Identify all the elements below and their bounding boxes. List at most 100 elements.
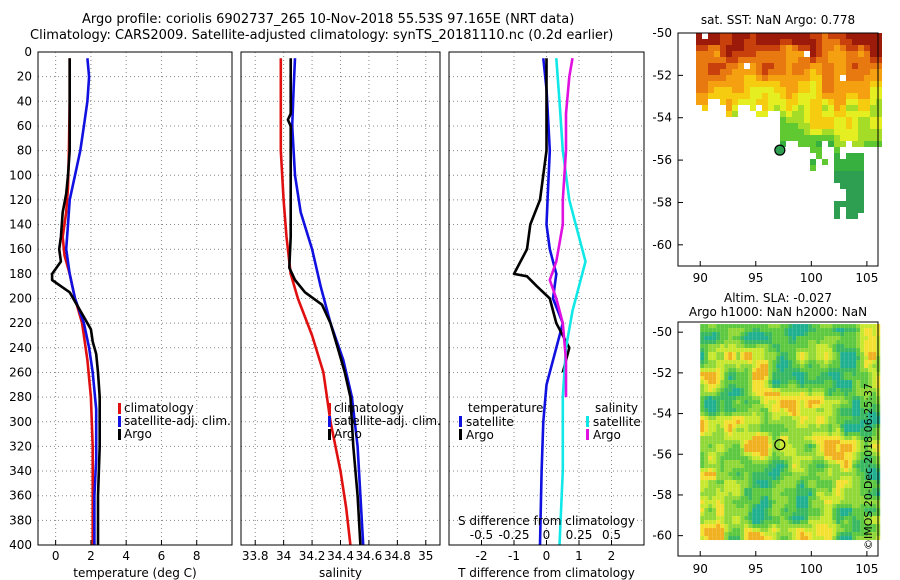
sla-cell — [788, 392, 793, 397]
sla-cell — [708, 428, 713, 433]
sla-cell — [816, 492, 821, 497]
sla-cell — [840, 508, 845, 513]
sla-cell — [700, 404, 705, 409]
sla-cell — [784, 392, 789, 397]
sla-cell — [768, 528, 773, 533]
sla-cell — [756, 492, 761, 497]
sla-cell — [756, 448, 761, 453]
sla-cell — [872, 500, 877, 505]
sla-cell — [748, 332, 753, 337]
sla-cell — [800, 424, 805, 429]
sla-cell — [708, 492, 713, 497]
sst-cell — [816, 135, 822, 141]
sla-cell — [740, 412, 745, 417]
sla-cell — [788, 532, 793, 537]
sla-cell — [736, 424, 741, 429]
sst-cell — [708, 51, 714, 57]
sst-cell — [774, 105, 780, 111]
sst-cell — [858, 129, 864, 135]
sla-cell — [740, 444, 745, 449]
sst-cell — [726, 87, 732, 93]
sla-cell — [732, 500, 737, 505]
sla-cell — [808, 408, 813, 413]
sla-cell — [744, 476, 749, 481]
sst-cell — [780, 45, 786, 51]
sst-cell — [840, 135, 846, 141]
sla-cell — [844, 332, 849, 337]
sla-cell — [780, 372, 785, 377]
sla-cell — [788, 360, 793, 365]
diff-legend-left-label-1: Argo — [466, 428, 494, 442]
sla-cell — [856, 356, 861, 361]
sst-cell — [774, 51, 780, 57]
sla-cell — [732, 400, 737, 405]
sla-cell — [764, 368, 769, 373]
sst-map-frame — [677, 32, 879, 267]
sst-cell — [816, 45, 822, 51]
sla-cell — [860, 408, 865, 413]
sla-cell — [760, 468, 765, 473]
sla-cell — [864, 332, 869, 337]
sla-cell — [736, 468, 741, 473]
sla-cell — [728, 384, 733, 389]
sla-cell — [800, 352, 805, 357]
sla-cell — [832, 536, 837, 541]
sst-cell — [870, 135, 876, 141]
sst-cell — [846, 81, 852, 87]
sla-cell — [808, 440, 813, 445]
sla-cell — [760, 428, 765, 433]
y-tick-label-16: 320 — [9, 439, 32, 453]
sst-cell — [720, 69, 726, 75]
sla-cell — [792, 340, 797, 345]
sla-cell — [736, 488, 741, 493]
sla-cell — [760, 352, 765, 357]
sla-cell — [848, 504, 853, 509]
sla-cell — [788, 500, 793, 505]
sst-cell — [834, 111, 840, 117]
sst-cell — [876, 87, 882, 93]
sla-cell — [712, 472, 717, 477]
sla-cell — [760, 432, 765, 437]
sst-cell — [804, 39, 810, 45]
sla-cell — [716, 396, 721, 401]
sla-cell — [836, 352, 841, 357]
sla-cell — [824, 356, 829, 361]
sst-cell — [792, 99, 798, 105]
sla-cell — [824, 384, 829, 389]
sla-cell — [768, 452, 773, 457]
sst-cell — [828, 93, 834, 99]
sst-cell — [840, 57, 846, 63]
sst-cell — [828, 63, 834, 69]
sla-cell — [852, 436, 857, 441]
sla-cell — [712, 468, 717, 473]
sla-cell — [768, 404, 773, 409]
sla-cell — [700, 456, 705, 461]
sst-cell — [846, 207, 852, 213]
sla-cell — [780, 380, 785, 385]
sla-cell — [844, 384, 849, 389]
sst-cell — [720, 99, 726, 105]
sst-cell — [792, 105, 798, 111]
sla-cell — [744, 448, 749, 453]
sla-cell — [740, 328, 745, 333]
sst-cell — [852, 195, 858, 201]
sst-cell — [822, 57, 828, 63]
sla-cell — [752, 332, 757, 337]
sla-cell — [764, 416, 769, 421]
sla-cell — [836, 384, 841, 389]
diff-legend-left-label-0: satellite — [466, 415, 514, 429]
sla-cell — [824, 516, 829, 521]
sla-cell — [720, 500, 725, 505]
sla-cell — [788, 460, 793, 465]
sla-cell — [744, 500, 749, 505]
sla-cell — [796, 328, 801, 333]
sla-cell — [848, 432, 853, 437]
sst-cell — [876, 99, 882, 105]
diff-legend-right-title: salinity — [595, 401, 638, 415]
sla-cell — [736, 416, 741, 421]
sla-cell — [824, 340, 829, 345]
sla-cell — [704, 384, 709, 389]
sla-cell — [716, 328, 721, 333]
sla-cell — [700, 388, 705, 393]
sla-cell — [768, 328, 773, 333]
